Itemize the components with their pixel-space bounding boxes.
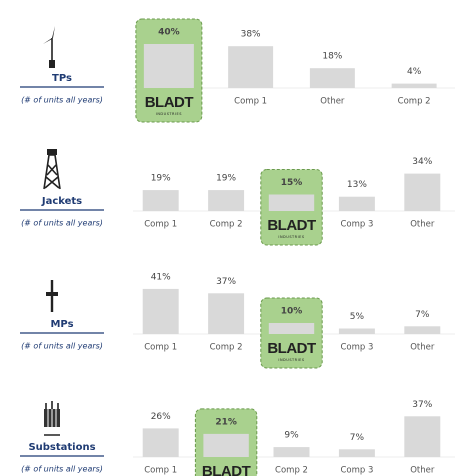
- value-label: 4%: [407, 67, 422, 77]
- value-label: 21%: [215, 417, 237, 427]
- value-label: 7%: [350, 433, 365, 443]
- value-label: 7%: [415, 310, 430, 320]
- bar: [391, 83, 437, 88]
- icon: [44, 401, 60, 436]
- bar: [338, 449, 375, 457]
- category-label: Comp 2: [210, 220, 243, 230]
- bar: [338, 328, 375, 334]
- bar: [142, 288, 179, 334]
- bar: [268, 194, 315, 211]
- bar: [208, 293, 245, 334]
- value-label: 26%: [151, 412, 171, 422]
- value-label: 37%: [216, 277, 236, 287]
- icon: [47, 409, 57, 427]
- icon: [49, 60, 55, 68]
- bar: [203, 433, 249, 457]
- bar: [404, 173, 441, 211]
- value-label: 37%: [412, 400, 432, 410]
- bar: [143, 44, 194, 88]
- value-label: 15%: [281, 178, 303, 188]
- section-subtitle: (# of units all years): [21, 465, 103, 474]
- section-title: MPs: [50, 319, 73, 330]
- category-label: Other: [410, 220, 435, 230]
- value-label: 13%: [347, 180, 367, 190]
- category-label: Comp 1: [234, 97, 267, 107]
- category-label: Other: [410, 343, 435, 353]
- category-label: Comp 2: [398, 97, 431, 107]
- bar: [268, 323, 315, 334]
- value-label: 9%: [284, 431, 299, 441]
- value-label: 19%: [216, 174, 236, 184]
- value-label: 34%: [412, 157, 432, 167]
- value-label: 18%: [322, 52, 342, 62]
- icon: [43, 38, 52, 44]
- logo: BLADT: [202, 463, 251, 476]
- logo: BLADT: [267, 340, 316, 357]
- bar: [228, 46, 274, 88]
- value-label: 38%: [241, 30, 261, 40]
- logo-tagline: INDUSTRIES: [156, 112, 182, 116]
- category-label: Other: [410, 466, 435, 476]
- category-label: Comp 2: [210, 343, 243, 353]
- logo-tagline: INDUSTRIES: [278, 358, 304, 362]
- bar: [142, 190, 179, 211]
- logo: BLADT: [267, 217, 316, 234]
- logo-tagline: INDUSTRIES: [278, 235, 304, 239]
- category-label: Comp 3: [340, 466, 373, 476]
- value-label: 19%: [151, 174, 171, 184]
- value-label: 41%: [151, 272, 171, 282]
- bar: [338, 196, 375, 211]
- section-title: Jackets: [41, 196, 82, 207]
- bar: [273, 447, 310, 457]
- bar: [404, 416, 441, 457]
- section-title: TPs: [52, 73, 72, 84]
- section-title: Substations: [28, 442, 95, 453]
- logo: BLADT: [145, 94, 194, 111]
- bar: [309, 68, 355, 88]
- category-label: Comp 1: [144, 220, 177, 230]
- section-subtitle: (# of units all years): [21, 342, 103, 351]
- icon: [43, 154, 61, 190]
- bar: [404, 326, 441, 334]
- icon: [46, 292, 58, 296]
- value-label: 5%: [350, 312, 365, 322]
- value-label: 40%: [158, 28, 180, 38]
- section-subtitle: (# of units all years): [21, 219, 103, 228]
- icon: [52, 26, 55, 38]
- bar: [208, 190, 245, 211]
- section-subtitle: (# of units all years): [21, 96, 103, 105]
- value-label: 10%: [281, 307, 303, 317]
- category-label: Comp 3: [340, 220, 373, 230]
- category-label: Comp 3: [340, 343, 373, 353]
- category-label: Comp 1: [144, 466, 177, 476]
- icon: [47, 149, 57, 155]
- category-label: Other: [320, 97, 345, 107]
- category-label: Comp 2: [275, 466, 308, 476]
- bar: [142, 428, 179, 457]
- category-label: Comp 1: [144, 343, 177, 353]
